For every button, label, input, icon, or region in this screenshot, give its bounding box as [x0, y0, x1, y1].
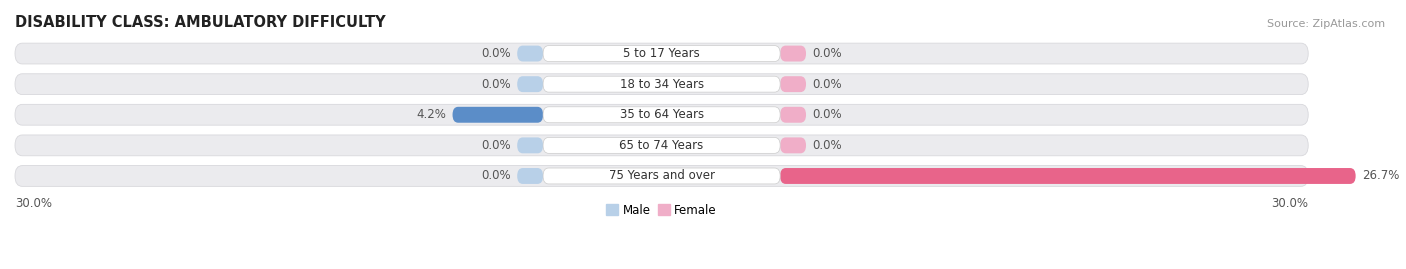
Text: 30.0%: 30.0% [15, 197, 52, 210]
Text: 0.0%: 0.0% [813, 108, 842, 121]
Text: 4.2%: 4.2% [416, 108, 446, 121]
FancyBboxPatch shape [543, 76, 780, 92]
FancyBboxPatch shape [517, 46, 543, 62]
FancyBboxPatch shape [543, 107, 780, 123]
Text: 0.0%: 0.0% [481, 78, 510, 91]
Legend: Male, Female: Male, Female [602, 199, 721, 221]
Text: Source: ZipAtlas.com: Source: ZipAtlas.com [1267, 19, 1385, 29]
FancyBboxPatch shape [780, 168, 1355, 184]
FancyBboxPatch shape [517, 168, 543, 184]
Text: 0.0%: 0.0% [813, 78, 842, 91]
Text: 35 to 64 Years: 35 to 64 Years [620, 108, 703, 121]
Text: 18 to 34 Years: 18 to 34 Years [620, 78, 703, 91]
Text: 0.0%: 0.0% [481, 169, 510, 182]
Text: 65 to 74 Years: 65 to 74 Years [620, 139, 704, 152]
FancyBboxPatch shape [15, 104, 1308, 125]
FancyBboxPatch shape [517, 76, 543, 92]
FancyBboxPatch shape [543, 46, 780, 62]
FancyBboxPatch shape [15, 43, 1308, 64]
FancyBboxPatch shape [780, 107, 806, 123]
Text: DISABILITY CLASS: AMBULATORY DIFFICULTY: DISABILITY CLASS: AMBULATORY DIFFICULTY [15, 15, 385, 30]
Text: 30.0%: 30.0% [1271, 197, 1308, 210]
FancyBboxPatch shape [780, 76, 806, 92]
Text: 75 Years and over: 75 Years and over [609, 169, 714, 182]
FancyBboxPatch shape [780, 137, 806, 153]
Text: 0.0%: 0.0% [813, 47, 842, 60]
Text: 0.0%: 0.0% [481, 139, 510, 152]
FancyBboxPatch shape [15, 135, 1308, 156]
Text: 0.0%: 0.0% [481, 47, 510, 60]
Text: 0.0%: 0.0% [813, 139, 842, 152]
Text: 26.7%: 26.7% [1362, 169, 1399, 182]
Text: 5 to 17 Years: 5 to 17 Years [623, 47, 700, 60]
FancyBboxPatch shape [453, 107, 543, 123]
FancyBboxPatch shape [15, 74, 1308, 95]
FancyBboxPatch shape [780, 46, 806, 62]
FancyBboxPatch shape [15, 166, 1308, 186]
FancyBboxPatch shape [543, 137, 780, 153]
FancyBboxPatch shape [543, 168, 780, 184]
FancyBboxPatch shape [517, 137, 543, 153]
